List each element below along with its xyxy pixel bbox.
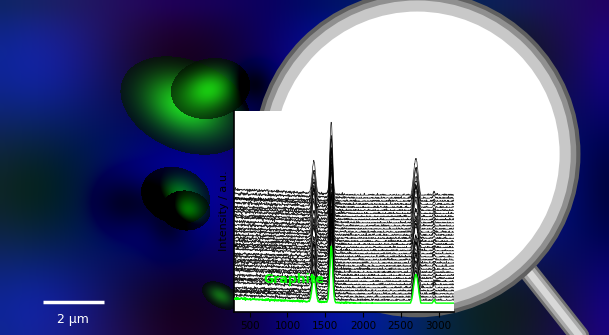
Ellipse shape (269, 6, 565, 302)
Text: Graphite: Graphite (263, 273, 325, 286)
Y-axis label: Intensity / a.u.: Intensity / a.u. (219, 171, 229, 251)
Text: 2 μm: 2 μm (57, 313, 89, 326)
